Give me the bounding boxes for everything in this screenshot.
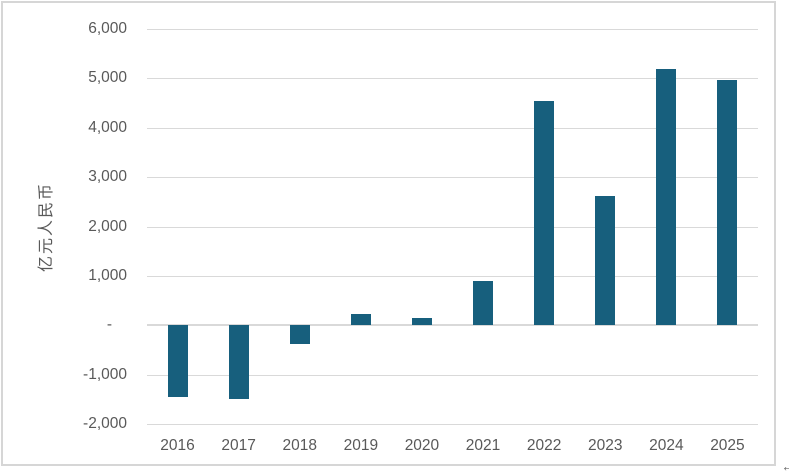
gridline bbox=[147, 127, 758, 129]
x-tick-label-2016: 2016 bbox=[160, 437, 195, 454]
x-tick-label-2021: 2021 bbox=[465, 437, 501, 454]
y-tick-label: 4,000 bbox=[88, 118, 127, 136]
zero-axis-line bbox=[147, 324, 758, 327]
y-tick-label: 1,000 bbox=[88, 266, 127, 284]
bar-2021 bbox=[473, 281, 494, 326]
x-tick-label-2025: 2025 bbox=[710, 437, 745, 454]
bar-2018 bbox=[289, 325, 310, 344]
gridline bbox=[147, 275, 758, 277]
x-tick-label-2023: 2023 bbox=[587, 437, 623, 454]
y-tick-label: 3,000 bbox=[88, 168, 127, 186]
x-tick-label-2017: 2017 bbox=[221, 437, 256, 454]
bar-2022 bbox=[534, 100, 555, 326]
y-tick-label: -1,000 bbox=[83, 365, 127, 383]
gridline bbox=[147, 424, 758, 425]
gridline bbox=[147, 78, 758, 80]
bar-2025 bbox=[717, 79, 738, 326]
gridline bbox=[147, 374, 758, 376]
bar-2024 bbox=[656, 69, 677, 326]
x-tick-label-2019: 2019 bbox=[343, 437, 379, 454]
bar-2020 bbox=[411, 317, 432, 326]
y-tick-label: 5,000 bbox=[88, 69, 127, 87]
y-tick-label: - bbox=[106, 316, 112, 334]
gridline bbox=[147, 29, 758, 30]
x-tick-label-2020: 2020 bbox=[404, 437, 440, 454]
y-tick-label: 6,000 bbox=[88, 20, 127, 37]
x-tick-label-2024: 2024 bbox=[649, 437, 684, 454]
left-arrow-icon: ← bbox=[781, 458, 789, 474]
gridline bbox=[147, 226, 758, 228]
gridline bbox=[147, 177, 758, 179]
y-tick-label: -2,000 bbox=[83, 415, 127, 432]
bar-2017 bbox=[228, 325, 249, 399]
x-tick-label-2018: 2018 bbox=[282, 437, 317, 454]
bar-2023 bbox=[595, 196, 616, 326]
x-tick-label-2022: 2022 bbox=[526, 437, 562, 454]
y-tick-label: 2,000 bbox=[88, 217, 127, 235]
bar-2016 bbox=[167, 325, 188, 397]
bar-2019 bbox=[350, 314, 371, 326]
